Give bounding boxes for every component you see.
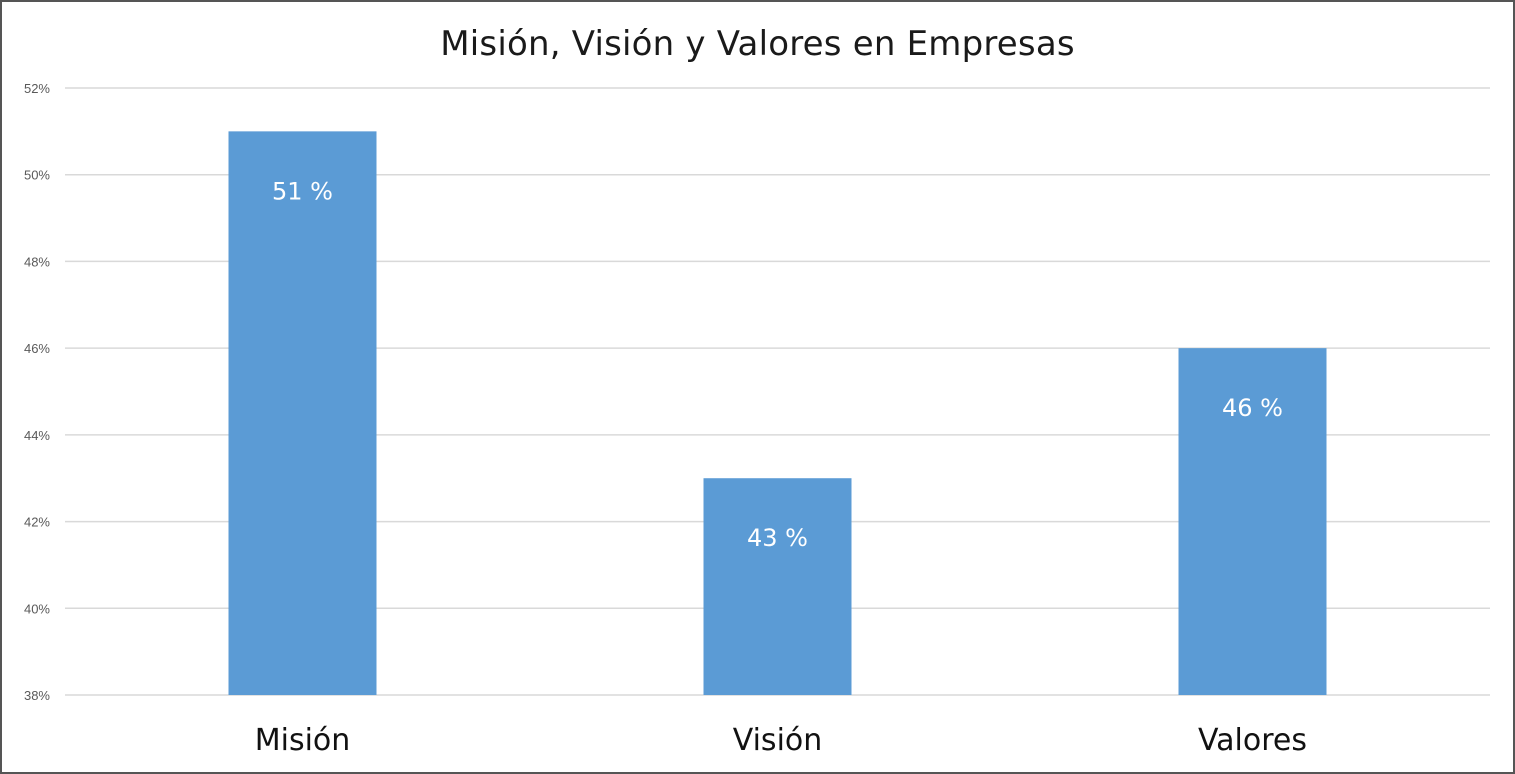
y-tick-label: 38% — [24, 688, 50, 703]
category-label: Valores — [1198, 723, 1307, 758]
bar-vision — [703, 478, 852, 695]
data-label: 43 % — [747, 524, 808, 552]
category-label: Misión — [255, 723, 351, 758]
y-tick-label: 48% — [24, 254, 50, 269]
y-tick-label: 46% — [24, 341, 50, 356]
y-tick-label: 42% — [24, 515, 50, 530]
data-label: 51 % — [272, 177, 333, 205]
bar-valores — [1178, 348, 1327, 695]
y-tick-label: 40% — [24, 601, 50, 616]
data-label: 46 % — [1222, 394, 1283, 422]
y-tick-label: 44% — [24, 428, 50, 443]
category-label: Visión — [733, 723, 823, 758]
bar-mision — [228, 131, 377, 695]
y-tick-label: 52% — [24, 81, 50, 96]
y-tick-label: 50% — [24, 168, 50, 183]
chart-title: Misión, Visión y Valores en Empresas — [440, 24, 1075, 64]
